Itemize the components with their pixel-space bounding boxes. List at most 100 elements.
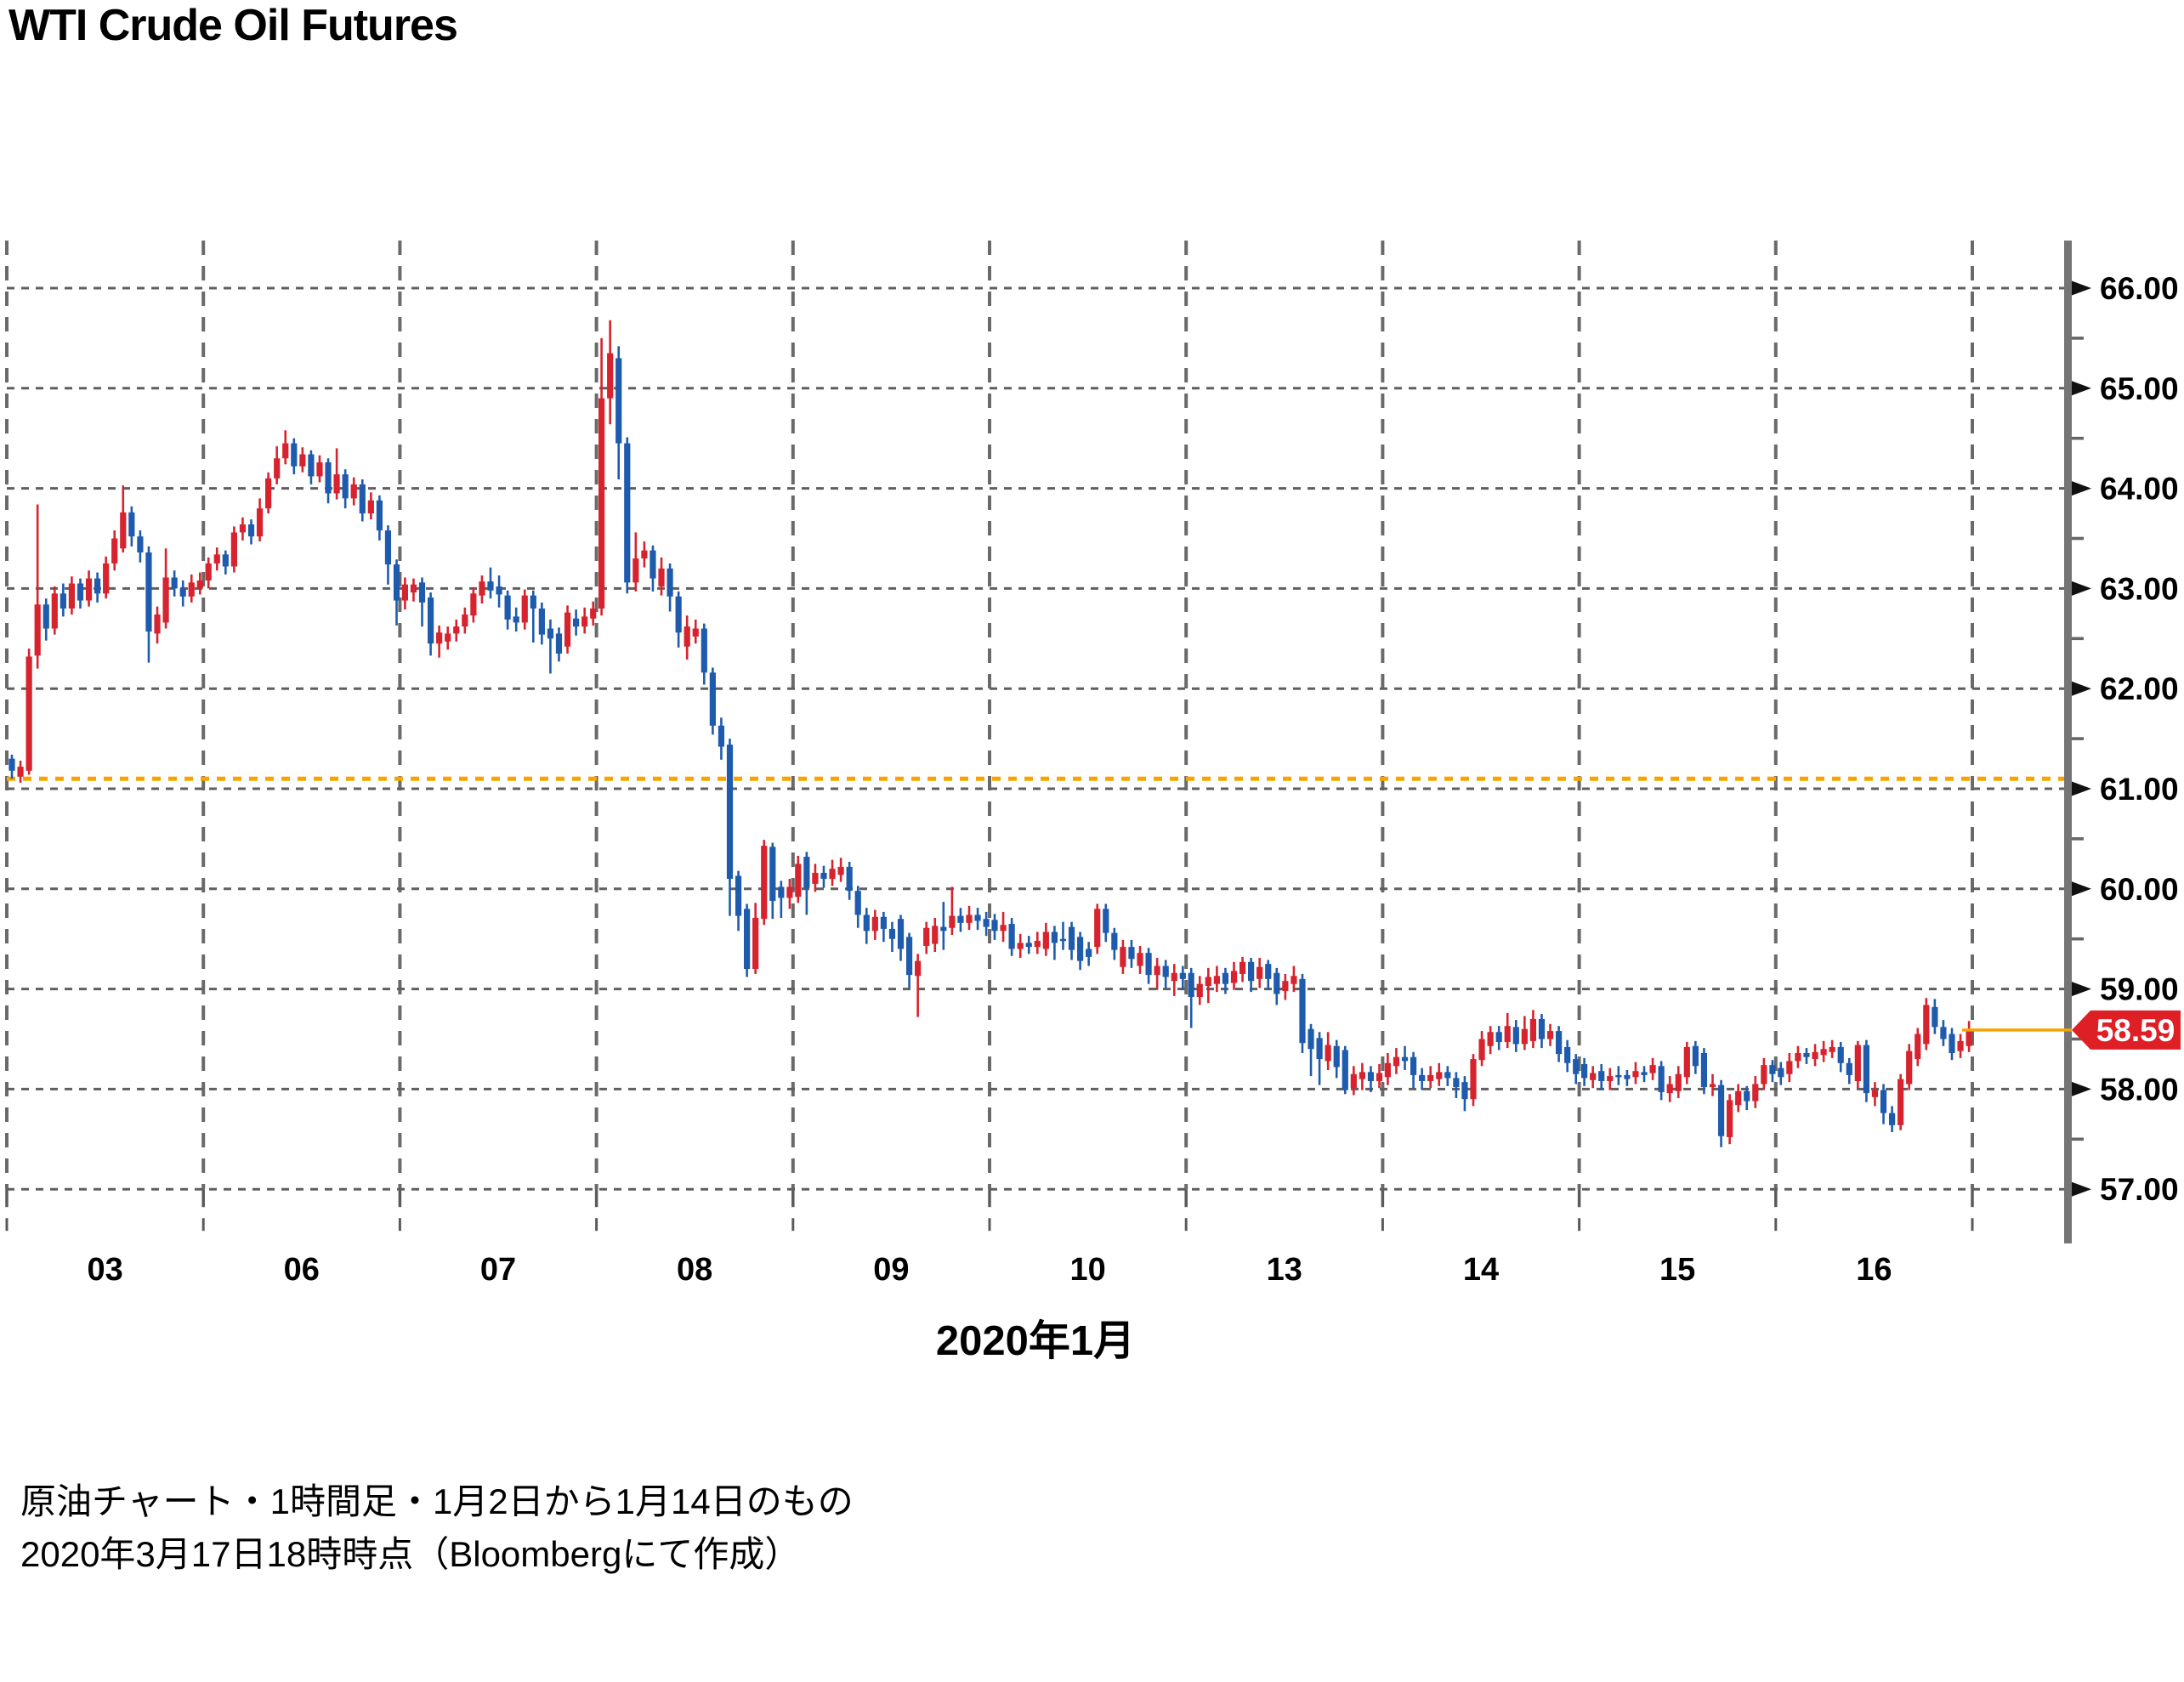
candle-body <box>1145 953 1152 976</box>
candle-body <box>462 614 468 627</box>
candle-body <box>624 443 631 583</box>
candle-body <box>1692 1045 1699 1067</box>
candle-body <box>376 500 383 531</box>
candle-body <box>1786 1061 1793 1074</box>
candle-body <box>470 593 477 616</box>
x-tick-label: 07 <box>480 1252 516 1288</box>
candle-body <box>350 484 357 499</box>
y-tick-label: 66.00 <box>2100 271 2179 306</box>
candle-body <box>1059 938 1067 942</box>
candle-body <box>1384 1062 1391 1078</box>
candle-body <box>1683 1046 1690 1078</box>
candle-body <box>1812 1051 1818 1060</box>
candle-body <box>410 584 417 593</box>
candle-body <box>1837 1046 1844 1063</box>
candle-body <box>1906 1051 1913 1085</box>
candle-body <box>1436 1072 1443 1079</box>
candle-body <box>1427 1074 1434 1081</box>
candle-body <box>1265 964 1272 979</box>
candle-body <box>496 586 502 595</box>
candle-body <box>1898 1079 1904 1125</box>
candle-body <box>598 398 605 609</box>
candle-body <box>1239 961 1246 974</box>
candle-body <box>957 915 964 923</box>
x-tick-label: 06 <box>284 1252 320 1288</box>
candle-body <box>1188 972 1194 998</box>
x-tick-label: 14 <box>1463 1252 1499 1288</box>
candle-body <box>445 633 451 642</box>
candle-body <box>761 846 768 920</box>
candle-body <box>1735 1090 1742 1106</box>
candle-body <box>1077 937 1084 961</box>
y-tick-arrow <box>2072 1081 2091 1096</box>
candle-body <box>17 767 24 777</box>
y-tick-label: 63.00 <box>2100 571 2179 606</box>
candle-body <box>1350 1073 1357 1089</box>
candle-body <box>795 864 802 898</box>
candle-body <box>1556 1031 1563 1055</box>
candle-body <box>1444 1072 1451 1079</box>
candle-body <box>615 358 622 444</box>
candle-body <box>85 578 93 601</box>
candle-body <box>701 628 707 673</box>
candle-body <box>1419 1074 1426 1081</box>
candle-body <box>1778 1068 1784 1078</box>
candle-body <box>888 928 896 939</box>
candle-body <box>829 869 836 880</box>
y-tick-label: 57.00 <box>2100 1172 2179 1207</box>
candle-body <box>1573 1059 1580 1074</box>
candle-body <box>940 926 947 932</box>
candle-body <box>564 612 571 647</box>
x-tick-label: 13 <box>1267 1252 1302 1288</box>
candle-body <box>265 478 272 509</box>
last-price-label: 58.59 <box>2096 1013 2175 1048</box>
candle-body <box>675 596 682 633</box>
candle-body <box>880 916 887 929</box>
y-minor-tick <box>2072 436 2084 440</box>
candle-body <box>1658 1066 1665 1092</box>
candle-body <box>1649 1065 1656 1073</box>
candle-body <box>1512 1027 1519 1045</box>
candle-body <box>871 916 878 932</box>
candle-body <box>1761 1065 1767 1085</box>
y-minor-tick <box>2072 536 2084 541</box>
candle-body <box>1888 1113 1896 1125</box>
x-tick-label: 08 <box>677 1252 712 1288</box>
candle-body <box>555 633 563 654</box>
candle-body <box>1521 1028 1528 1045</box>
candle-body <box>359 484 366 514</box>
y-tick-label: 62.00 <box>2100 671 2179 706</box>
candle-body <box>1871 1090 1879 1097</box>
candle-body <box>521 595 528 623</box>
caption-line-2: 2020年3月17日18時時点（Bloombergにて作成） <box>20 1534 801 1575</box>
candle-body <box>1752 1084 1759 1102</box>
y-tick-arrow <box>2072 781 2091 796</box>
candle-body <box>949 915 956 928</box>
candle-body <box>1230 971 1238 983</box>
candle-body <box>820 872 827 880</box>
x-axis-title: 2020年1月 <box>935 1318 1136 1364</box>
candle-body <box>1393 1056 1400 1067</box>
candle-body <box>1103 909 1109 933</box>
candle-body <box>1727 1100 1733 1137</box>
candle-body <box>325 462 332 494</box>
candle-body <box>1666 1084 1673 1094</box>
candle-body <box>1581 1063 1588 1079</box>
candle-body <box>1769 1065 1776 1074</box>
candle-body <box>1495 1032 1502 1043</box>
candle-body <box>1820 1049 1827 1056</box>
y-tick-label: 60.00 <box>2100 872 2179 907</box>
last-price-flag <box>2072 1010 2181 1050</box>
candle-body <box>1154 966 1160 976</box>
candle-body <box>1478 1039 1485 1061</box>
candle-body <box>1923 1005 1930 1045</box>
candle-body <box>1359 1072 1365 1079</box>
candle-body <box>196 580 203 589</box>
y-tick-label: 65.00 <box>2100 371 2179 406</box>
candle-body <box>991 920 998 932</box>
candle-body <box>1863 1045 1869 1094</box>
candle-body <box>547 628 554 639</box>
candle-body <box>1094 909 1101 948</box>
candle-body <box>51 593 58 629</box>
candle-body <box>905 937 913 976</box>
